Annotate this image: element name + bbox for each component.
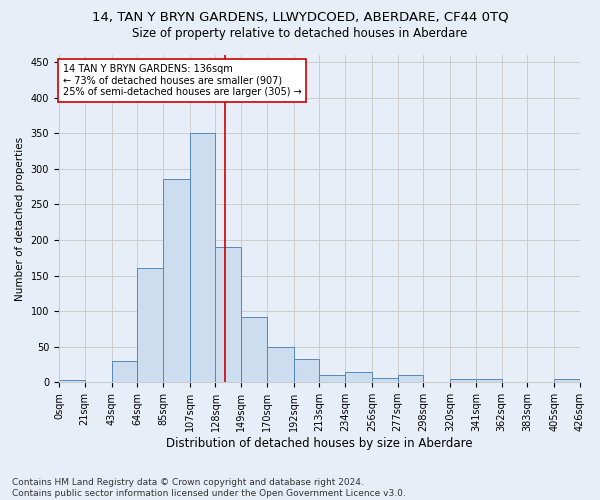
Bar bbox=[241, 317, 267, 382]
Bar bbox=[451, 378, 476, 382]
Bar bbox=[215, 247, 241, 382]
Bar bbox=[554, 378, 580, 382]
Bar bbox=[59, 380, 85, 382]
Bar bbox=[372, 378, 398, 382]
Bar bbox=[112, 361, 137, 382]
Bar bbox=[267, 346, 294, 382]
X-axis label: Distribution of detached houses by size in Aberdare: Distribution of detached houses by size … bbox=[166, 437, 473, 450]
Bar bbox=[476, 378, 502, 382]
Text: Size of property relative to detached houses in Aberdare: Size of property relative to detached ho… bbox=[133, 28, 467, 40]
Text: 14, TAN Y BRYN GARDENS, LLWYDCOED, ABERDARE, CF44 0TQ: 14, TAN Y BRYN GARDENS, LLWYDCOED, ABERD… bbox=[92, 10, 508, 23]
Bar bbox=[345, 372, 372, 382]
Bar bbox=[190, 133, 215, 382]
Bar bbox=[319, 375, 345, 382]
Bar bbox=[163, 180, 190, 382]
Bar bbox=[137, 268, 163, 382]
Text: Contains HM Land Registry data © Crown copyright and database right 2024.
Contai: Contains HM Land Registry data © Crown c… bbox=[12, 478, 406, 498]
Text: 14 TAN Y BRYN GARDENS: 136sqm
← 73% of detached houses are smaller (907)
25% of : 14 TAN Y BRYN GARDENS: 136sqm ← 73% of d… bbox=[62, 64, 301, 96]
Bar bbox=[294, 360, 319, 382]
Y-axis label: Number of detached properties: Number of detached properties bbox=[15, 136, 25, 300]
Bar bbox=[398, 375, 424, 382]
